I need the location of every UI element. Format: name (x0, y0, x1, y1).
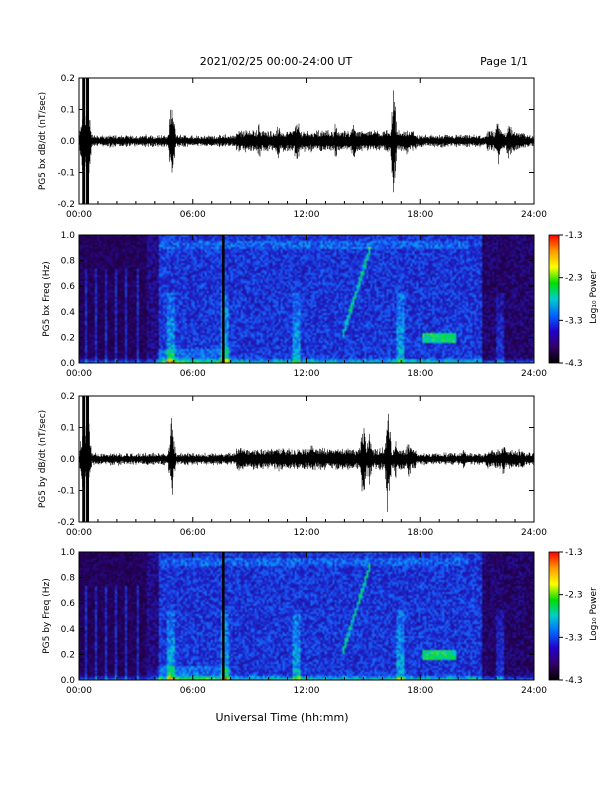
colorbar-tick-label: -3.3 (565, 316, 583, 326)
bx-waveform-y-tick-label: -0.1 (57, 169, 75, 179)
bx-spectrogram-x-tick-label: 06:00 (180, 369, 206, 379)
bx-waveform-x-tick-label: 00:00 (66, 210, 92, 220)
by-waveform-trace (79, 404, 534, 512)
bx-waveform-ylabel: PG5 bx dB/dt (nT/sec) (38, 92, 48, 190)
by-spectrogram-y-tick-label: 0.4 (61, 625, 76, 635)
by-waveform-x-tick-label: 18:00 (407, 528, 433, 538)
by-waveform-ylabel: PG5 by dB/dt (nT/sec) (38, 410, 48, 508)
by-spectrogram-y-tick-label: 0.0 (61, 676, 76, 686)
x-axis-label: Universal Time (hh:mm) (216, 711, 349, 724)
by-colorbar: -1.3 -2.3 -3.3 -4.3 (548, 548, 583, 686)
by-waveform-y-ticks: -0.2 -0.1 0.0 0.1 0.2 (57, 392, 534, 528)
bx-spectrogram-y-tick-label: 0.8 (61, 257, 76, 267)
bx-spectrogram-y-tick-label: 0.4 (61, 308, 76, 318)
colorbar-scale (548, 551, 560, 681)
bx-spectrogram-x-ticks: 00:00 06:00 12:00 18:00 24:00 (66, 235, 547, 379)
by-waveform-x-tick-label: 12:00 (294, 528, 320, 538)
bx-waveform-y-tick-label: 0.2 (61, 74, 75, 84)
bx-spectrogram-y-tick-label: 1.0 (61, 231, 76, 241)
colorbar-scale (548, 234, 560, 364)
by-waveform-x-tick-label: 24:00 (521, 528, 547, 538)
by-colorbar-label: Log₁₀ Power (589, 587, 599, 641)
page-number: Page 1/1 (480, 55, 528, 68)
by-waveform-x-tick-label: 06:00 (180, 528, 206, 538)
colorbar-tick-label: -4.3 (565, 676, 583, 686)
by-waveform-y-tick-label: 0.0 (61, 455, 76, 465)
bx-colorbar-label: Log₁₀ Power (589, 270, 599, 324)
by-waveform-plot (79, 396, 534, 522)
by-waveform-y-tick-label: -0.1 (57, 487, 75, 497)
bx-spectrogram-y-tick-label: 0.6 (61, 282, 76, 292)
colorbar-tick-label: -1.3 (565, 231, 583, 241)
bx-spectrogram-image (79, 235, 534, 363)
by-spectrogram-x-ticks: 00:00 06:00 12:00 18:00 24:00 (66, 552, 547, 696)
by-spectrogram-y-tick-label: 0.6 (61, 599, 76, 609)
by-waveform-x-tick-label: 00:00 (66, 528, 92, 538)
colorbar-tick-label: -2.3 (565, 591, 583, 601)
colorbar-tick-label: -3.3 (565, 633, 583, 643)
bx-waveform-y-ticks: -0.2 -0.1 0.0 0.1 0.2 (57, 74, 534, 210)
by-waveform-y-tick-label: 0.1 (61, 424, 75, 434)
bx-waveform-x-tick-label: 18:00 (407, 210, 433, 220)
page-title: 2021/02/25 00:00-24:00 UT (200, 55, 353, 68)
by-spectrogram-x-tick-label: 12:00 (294, 686, 320, 696)
bx-spectrogram-data-gap (222, 235, 225, 363)
by-spectrogram-image (79, 552, 534, 680)
by-spectrogram-x-tick-label: 24:00 (521, 686, 547, 696)
by-waveform-y-tick-label: 0.2 (61, 392, 75, 402)
bx-spectrogram-x-tick-label: 00:00 (66, 369, 92, 379)
by-spectrogram-plot (79, 552, 534, 680)
by-spectrogram-y-tick-label: 0.2 (61, 650, 75, 660)
panel-by-spectrogram: 0.0 0.2 0.4 0.6 0.8 1.0 00:00 06:00 12:00 18:00 2… (42, 548, 599, 696)
bx-spectrogram-x-tick-label: 12:00 (294, 369, 320, 379)
by-spectrogram-y-tick-label: 1.0 (61, 548, 76, 558)
bx-waveform-trace (79, 90, 534, 193)
bx-waveform-y-tick-label: 0.1 (61, 106, 75, 116)
by-spectrogram-ylabel: PG5 by Freq (Hz) (42, 578, 52, 654)
panel-by-waveform: -0.2 -0.1 0.0 0.1 0.2 00:00 06:00 12:00 18:00 24… (38, 392, 547, 538)
bx-spectrogram-x-tick-label: 24:00 (521, 369, 547, 379)
bx-waveform-y-tick-label: -0.2 (57, 200, 75, 210)
colorbar-tick-label: -4.3 (565, 359, 583, 369)
colorbar-tick-label: -1.3 (565, 548, 583, 558)
bx-waveform-plot (79, 78, 534, 204)
by-spectrogram-x-tick-label: 18:00 (407, 686, 433, 696)
by-waveform-x-ticks: 00:00 06:00 12:00 18:00 24:00 (66, 396, 547, 538)
bx-spectrogram-y-tick-label: 0.2 (61, 333, 75, 343)
bx-waveform-x-tick-label: 06:00 (180, 210, 206, 220)
by-waveform-y-tick-label: -0.2 (57, 518, 75, 528)
bx-colorbar: -1.3 -2.3 -3.3 -4.3 (548, 231, 583, 369)
by-spectrogram-y-tick-label: 0.8 (61, 574, 76, 584)
bx-waveform-x-tick-label: 12:00 (294, 210, 320, 220)
bx-waveform-x-ticks: 00:00 06:00 12:00 18:00 24:00 (66, 78, 547, 220)
panel-bx-waveform: -0.2 -0.1 0.0 0.1 0.2 00:00 06:00 12:00 18:00 24… (38, 74, 547, 220)
bx-spectrogram-y-tick-label: 0.0 (61, 359, 76, 369)
bx-spectrogram-y-ticks: 0.0 0.2 0.4 0.6 0.8 1.0 (61, 231, 534, 369)
by-spectrogram-y-ticks: 0.0 0.2 0.4 0.6 0.8 1.0 (61, 548, 534, 686)
bx-spectrogram-plot (79, 235, 534, 363)
by-spectrogram-x-tick-label: 06:00 (180, 686, 206, 696)
panel-bx-spectrogram: 0.0 0.2 0.4 0.6 0.8 1.0 00:00 06:00 12:00 18:00 2… (42, 231, 599, 379)
bx-spectrogram-ylabel: PG5 bx Freq (Hz) (42, 261, 52, 337)
by-spectrogram-data-gap (222, 552, 225, 680)
bx-spectrogram-x-tick-label: 18:00 (407, 369, 433, 379)
bx-waveform-x-tick-label: 24:00 (521, 210, 547, 220)
by-spectrogram-x-tick-label: 00:00 (66, 686, 92, 696)
colorbar-tick-label: -2.3 (565, 274, 583, 284)
bx-waveform-y-tick-label: 0.0 (61, 137, 76, 147)
